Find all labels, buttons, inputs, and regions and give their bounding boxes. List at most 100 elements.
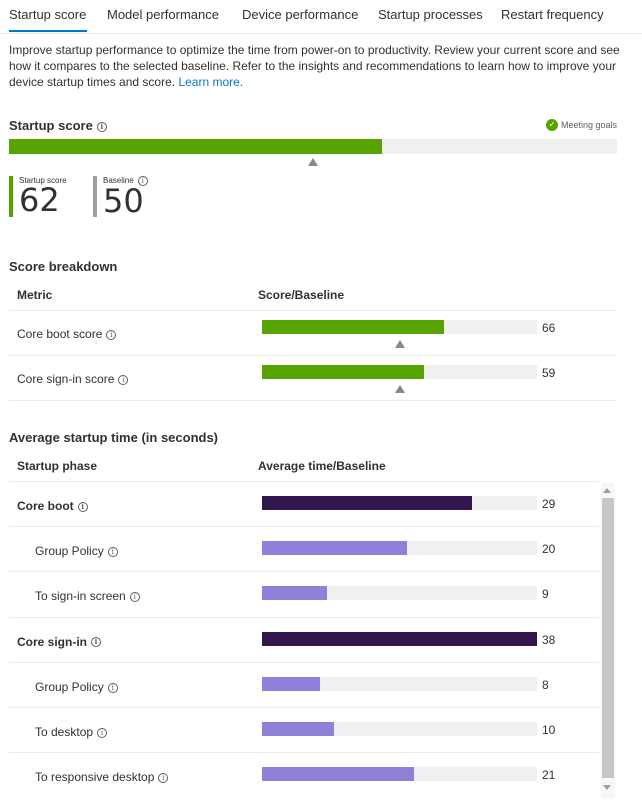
phase-label-text: To sign-in screen [35, 589, 126, 604]
scrollbar-thumb[interactable] [602, 498, 614, 778]
time-value: 9 [542, 587, 549, 602]
startup-score-bar [9, 139, 617, 154]
time-value: 29 [542, 497, 556, 511]
metric-header[interactable]: Metric [17, 288, 53, 302]
info-icon[interactable]: i [118, 374, 129, 385]
info-icon[interactable]: i [107, 682, 118, 693]
phase-label: To sign-in screen i [35, 589, 140, 603]
baseline-marker [394, 385, 405, 393]
time-value: 38 [542, 632, 556, 647]
check-circle-icon: ✓ [545, 119, 558, 131]
phase-label-text: To responsive desktop [35, 770, 155, 785]
metric-label-text: Core sign-in score [17, 372, 115, 386]
startup-score-title: Startup score i [9, 118, 107, 133]
intro-text: Improve startup performance to optimize … [9, 42, 624, 90]
time-bar [262, 767, 537, 782]
table-row: Core sign-in score i 59 [9, 355, 617, 400]
score-value: 66 [542, 321, 556, 335]
table-row: Core boot i 29 [9, 481, 599, 526]
score-bar-fill [262, 320, 444, 334]
phase-label: Group Policy i [35, 544, 118, 558]
learn-more-link[interactable]: Learn more. [178, 75, 244, 89]
startup-score-title-text: Startup score [9, 118, 93, 133]
info-icon[interactable]: i [107, 547, 118, 558]
phase-label-text: To desktop [35, 725, 94, 739]
phase-label-text: Group Policy [35, 544, 104, 559]
kpi-baseline-value: 50 [103, 182, 144, 220]
time-value: 10 [542, 723, 556, 737]
baseline-marker [308, 158, 318, 166]
table-row: Group Policy i 8 [9, 661, 599, 707]
kpi-startup-score: Startup score 62 [9, 176, 67, 219]
time-bar [262, 631, 537, 646]
info-icon[interactable]: i [97, 727, 108, 738]
metric-label: Core boot score i [17, 327, 117, 341]
avg-startup-title: Average startup time (in seconds) [9, 430, 219, 445]
time-bar-fill [262, 586, 328, 601]
scroll-down-arrow[interactable] [603, 785, 611, 790]
time-value: 8 [542, 677, 549, 692]
table-divider [9, 400, 617, 401]
startup-phase-header[interactable]: Startup phase [17, 459, 98, 473]
table-row: To responsive desktop i 21 [9, 752, 599, 797]
score-baseline-header[interactable]: Score/Baseline [258, 288, 345, 302]
time-bar-fill [262, 496, 472, 510]
score-bar [262, 365, 537, 379]
tab-startup-processes[interactable]: Startup processes [378, 7, 483, 22]
intro-description: Improve startup performance to optimize … [9, 43, 620, 89]
time-bar [262, 541, 537, 556]
kpi-score-label: Startup score [19, 176, 67, 185]
active-tab-indicator [9, 30, 87, 32]
time-bar [262, 496, 537, 510]
table-row: Core sign-in i 38 [9, 616, 599, 662]
info-icon[interactable]: i [96, 121, 107, 132]
score-value: 59 [542, 366, 556, 380]
kpi-baseline-label-row: Baseline i [99, 176, 148, 186]
table-row: Core boot score i 66 [9, 310, 617, 355]
kpi-score-indicator [9, 176, 13, 217]
kpi-baseline-indicator [93, 176, 97, 217]
info-icon[interactable]: i [129, 592, 140, 603]
table-row: Group Policy i 20 [9, 526, 599, 571]
info-icon[interactable]: i [137, 176, 148, 186]
phase-label: To desktop i [35, 725, 108, 739]
table-row: To sign-in screen i 9 [9, 571, 599, 616]
time-bar-fill [262, 631, 537, 646]
info-icon[interactable]: i [77, 501, 88, 512]
time-bar [262, 676, 537, 691]
phase-label-text: Core boot [17, 499, 74, 513]
time-bar-fill [262, 676, 320, 691]
meeting-goals-status: ✓ Meeting goals [545, 119, 617, 131]
phase-label: To responsive desktop i [35, 770, 169, 785]
info-icon[interactable]: i [106, 329, 117, 340]
time-bar [262, 586, 537, 601]
phase-label-text: Core sign-in [17, 634, 88, 649]
scroll-up-arrow[interactable] [603, 488, 611, 493]
score-bar [262, 320, 537, 334]
time-value: 20 [542, 542, 556, 557]
kpi-score-value: 62 [19, 181, 60, 219]
time-bar-fill [262, 541, 407, 556]
tab-model-performance[interactable]: Model performance [107, 7, 219, 22]
phase-label: Group Policy i [35, 680, 118, 694]
tab-startup-score[interactable]: Startup score [9, 7, 87, 22]
score-bar-fill [262, 365, 425, 379]
tab-restart-frequency[interactable]: Restart frequency [501, 7, 604, 22]
phase-label: Core sign-in i [17, 634, 102, 649]
score-breakdown-title: Score breakdown [9, 259, 118, 274]
phase-label-text: Group Policy [35, 679, 104, 694]
baseline-marker [394, 340, 405, 348]
kpi-baseline: Baseline i 50 [93, 176, 148, 220]
time-bar [262, 722, 537, 736]
meeting-goals-text: Meeting goals [560, 120, 617, 130]
avg-time-header[interactable]: Average time/Baseline [258, 459, 386, 473]
time-bar-fill [262, 767, 414, 782]
info-icon[interactable]: i [91, 637, 102, 648]
time-value: 21 [542, 768, 556, 783]
tab-device-performance[interactable]: Device performance [242, 7, 359, 22]
kpi-baseline-label: Baseline [103, 176, 134, 186]
tab-bar: Startup score Model performance Device p… [0, 0, 642, 34]
phase-label: Core boot i [17, 499, 88, 513]
info-icon[interactable]: i [158, 773, 169, 784]
time-bar-fill [262, 722, 335, 736]
